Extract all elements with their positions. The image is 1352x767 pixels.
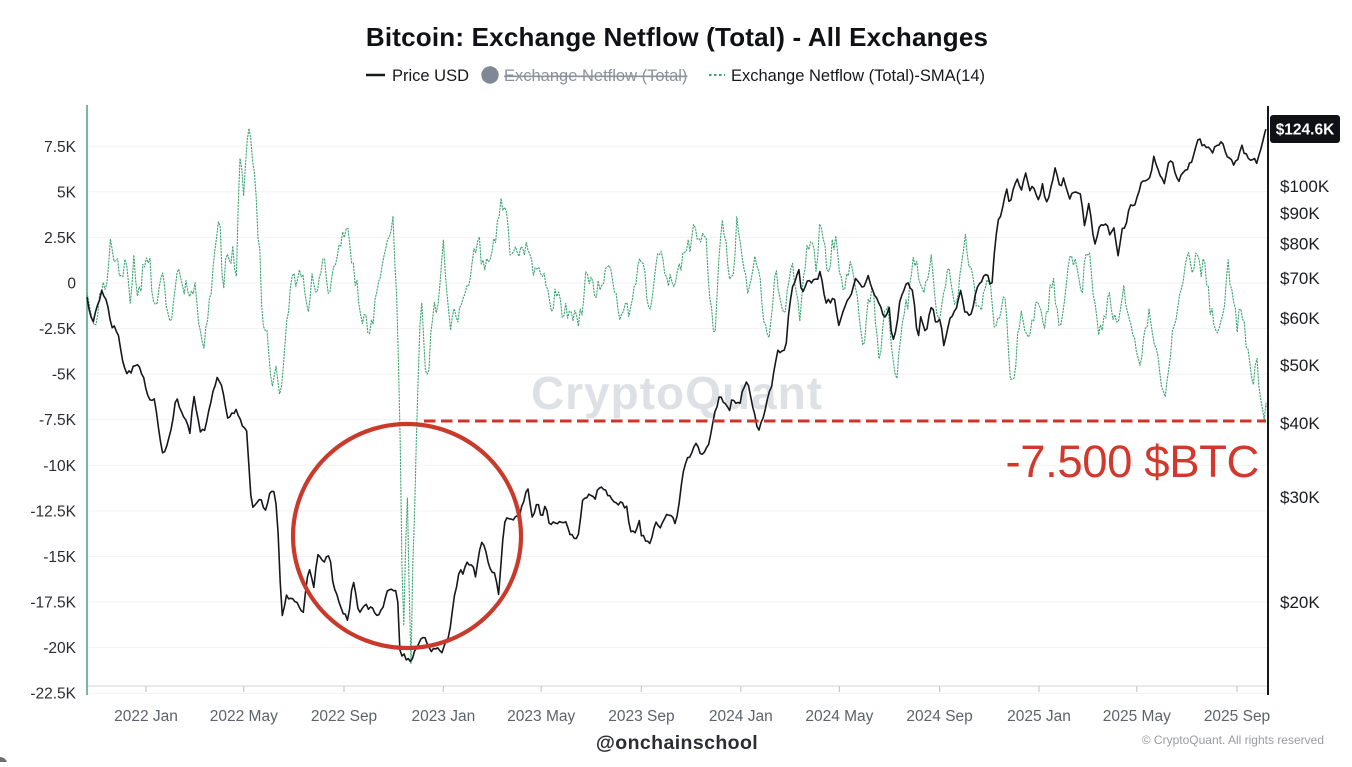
svg-text:2024 Jan: 2024 Jan: [709, 708, 773, 725]
svg-text:-12.5K: -12.5K: [30, 503, 76, 520]
svg-text:2022 May: 2022 May: [210, 708, 278, 725]
svg-text:-5K: -5K: [52, 367, 77, 384]
svg-text:-7.5K: -7.5K: [39, 412, 77, 429]
svg-text:2025 Sep: 2025 Sep: [1204, 708, 1270, 725]
svg-text:Price USD: Price USD: [392, 67, 469, 85]
svg-text:$30K: $30K: [1280, 488, 1320, 507]
svg-text:2.5K: 2.5K: [44, 230, 77, 247]
svg-text:-17.5K: -17.5K: [30, 595, 76, 612]
svg-text:2024 Sep: 2024 Sep: [906, 708, 972, 725]
svg-text:2023 Sep: 2023 Sep: [608, 708, 674, 725]
svg-text:5K: 5K: [57, 184, 77, 201]
svg-text:CryptoQuant: CryptoQuant: [531, 367, 823, 419]
svg-text:© CryptoQuant. All rights rese: © CryptoQuant. All rights reserved: [1142, 733, 1324, 747]
svg-text:$40K: $40K: [1280, 414, 1320, 433]
svg-text:$50K: $50K: [1280, 356, 1320, 375]
svg-text:$80K: $80K: [1280, 235, 1320, 254]
svg-text:0: 0: [67, 276, 76, 293]
svg-text:$90K: $90K: [1280, 204, 1320, 223]
svg-text:2025 May: 2025 May: [1103, 708, 1171, 725]
svg-text:2022 Jan: 2022 Jan: [114, 708, 178, 725]
svg-text:-15K: -15K: [43, 549, 76, 566]
svg-text:-2.5K: -2.5K: [39, 321, 77, 338]
svg-text:@onchainschool: @onchainschool: [596, 732, 758, 754]
svg-text:$70K: $70K: [1280, 269, 1320, 288]
svg-text:$20K: $20K: [1280, 593, 1320, 612]
svg-text:$100K: $100K: [1280, 177, 1330, 196]
svg-text:2024 May: 2024 May: [805, 708, 873, 725]
svg-text:-20K: -20K: [43, 640, 76, 657]
svg-text:2023 May: 2023 May: [507, 708, 575, 725]
svg-text:-22.5K: -22.5K: [30, 686, 76, 703]
svg-text:2025 Jan: 2025 Jan: [1007, 708, 1071, 725]
svg-text:Bitcoin: Exchange Netflow (Tot: Bitcoin: Exchange Netflow (Total) - All …: [366, 22, 988, 52]
svg-text:$60K: $60K: [1280, 309, 1320, 328]
svg-text:2023 Jan: 2023 Jan: [412, 708, 476, 725]
svg-text:-7.500 $BTC: -7.500 $BTC: [1005, 436, 1259, 487]
svg-text:$124.6K: $124.6K: [1276, 122, 1335, 139]
svg-text:2022 Sep: 2022 Sep: [311, 708, 377, 725]
svg-text:Exchange Netflow (Total)-SMA(1: Exchange Netflow (Total)-SMA(14): [731, 67, 985, 85]
svg-text:7.5K: 7.5K: [44, 139, 77, 156]
svg-text:Exchange Netflow (Total): Exchange Netflow (Total): [504, 67, 687, 85]
svg-text:-10K: -10K: [43, 458, 76, 475]
